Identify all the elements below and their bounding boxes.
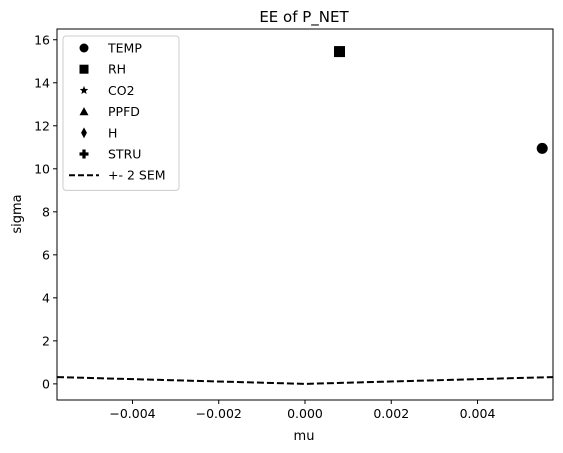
x-tick-label: 0.004 (460, 406, 496, 421)
legend-label-stru: STRU (108, 147, 141, 162)
y-axis-ticks: 0 2 4 6 8 10 12 14 16 (34, 32, 57, 391)
x-axis-ticks: −0.004 −0.002 0.000 0.002 0.004 (109, 400, 495, 421)
legend-marker-ppfd (79, 107, 89, 116)
data-point-rh (334, 46, 346, 58)
y-tick-label: 6 (42, 247, 50, 262)
sem-line (56, 376, 554, 385)
x-tick-label: 0.000 (287, 406, 323, 421)
y-tick-label: 12 (34, 118, 50, 133)
legend-label-sem: +- 2 SEM (108, 168, 166, 183)
legend-label-temp: TEMP (107, 41, 142, 56)
data-points-layer (334, 46, 548, 154)
y-axis-label: sigma (10, 194, 25, 233)
y-tick-label: 0 (42, 376, 50, 391)
legend: TEMP RH CO2 PPFD H STRU +- 2 SEM (62, 35, 180, 191)
x-tick-label: −0.002 (196, 406, 242, 421)
x-tick-label: 0.002 (373, 406, 409, 421)
legend-label-h: H (108, 125, 117, 140)
legend-marker-rh (79, 64, 89, 74)
x-axis-label: mu (294, 429, 315, 444)
legend-label-rh: RH (108, 62, 126, 77)
data-point-temp (536, 142, 548, 154)
y-tick-label: 2 (42, 333, 50, 348)
y-tick-label: 8 (42, 204, 50, 219)
y-tick-label: 14 (34, 75, 50, 90)
legend-marker-temp (79, 43, 89, 53)
legend-marker-co2 (79, 85, 89, 95)
chart-title: EE of P_NET (259, 8, 349, 27)
legend-label-co2: CO2 (108, 83, 135, 98)
x-tick-label: −0.004 (109, 406, 155, 421)
legend-label-ppfd: PPFD (108, 104, 140, 119)
legend-marker-h (81, 127, 87, 139)
legend-box (62, 35, 180, 191)
y-tick-label: 16 (34, 32, 50, 47)
legend-marker-stru (79, 149, 89, 159)
sem-line-layer (56, 376, 554, 385)
y-tick-label: 4 (42, 290, 50, 305)
y-tick-label: 10 (34, 161, 50, 176)
